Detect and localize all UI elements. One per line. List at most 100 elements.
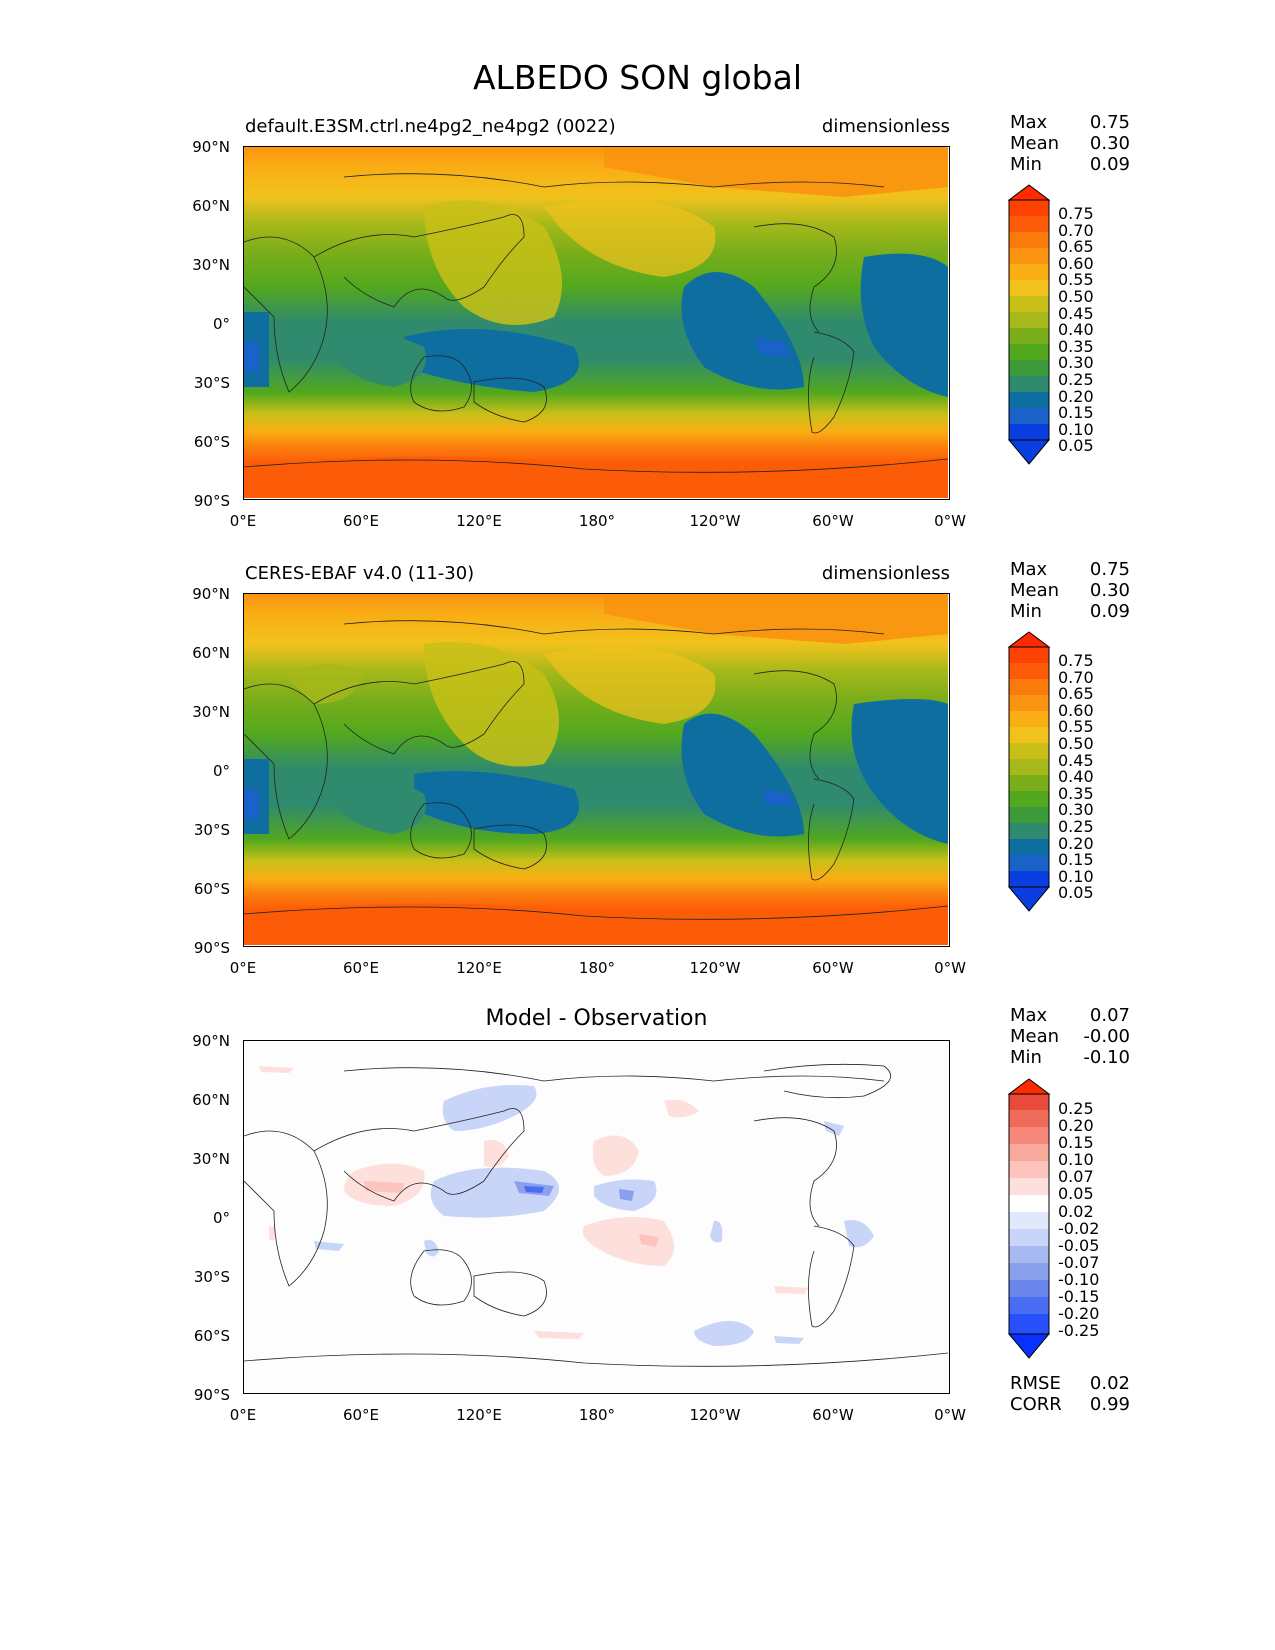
- panel2-ytick-30S: 30°S: [193, 821, 230, 839]
- panel2-min-label: Min: [1010, 601, 1042, 622]
- panel2-xtick-0W: 0°W: [934, 959, 966, 977]
- cbar3-tick: -0.05: [1058, 1235, 1100, 1255]
- cbar2-tick: 0.40: [1058, 767, 1094, 787]
- panel2-ytick-60S: 60°S: [193, 880, 230, 898]
- panel3-xtick-180: 180°: [578, 1406, 616, 1424]
- panel1-ytick-60S: 60°S: [193, 433, 230, 451]
- panel2-xtick-120E: 120°E: [456, 959, 502, 977]
- panel1-xtick-180: 180°: [578, 512, 616, 530]
- panel1-ytick-30N: 30°N: [192, 256, 230, 274]
- panel1-max-label: Max: [1010, 112, 1048, 133]
- cbar1-tick: 0.75: [1058, 204, 1094, 223]
- panel3-xtick-60E: 60°E: [342, 1406, 380, 1424]
- panel3-max-value: 0.07: [1089, 1005, 1130, 1026]
- panel3-mean-value: -0.00: [1083, 1026, 1130, 1047]
- cbar3-tick: -0.15: [1058, 1287, 1100, 1307]
- cbar2-tick: 0.20: [1058, 833, 1094, 853]
- panel3-ytick-0: 0°: [212, 1209, 230, 1227]
- panel1-ytick-90N: 90°N: [192, 138, 230, 156]
- panel2-xtick-0E: 0°E: [229, 959, 257, 977]
- cbar2-tick: 0.35: [1058, 783, 1094, 803]
- panel3-ytick-30S: 30°S: [193, 1268, 230, 1286]
- panel1-colorbar-ticks: 0.75 0.70 0.65 0.60 0.55 0.50 0.45 0.40 …: [1058, 204, 1094, 456]
- panel1-mean-value: 0.30: [1089, 133, 1130, 154]
- panel1-ytick-30S: 30°S: [193, 374, 230, 392]
- cbar2-tick: 0.60: [1058, 700, 1094, 720]
- panel3-min-value: -0.10: [1083, 1047, 1130, 1068]
- cbar1-tick: 0.15: [1058, 403, 1094, 423]
- panel1-xtick-60W: 60°W: [812, 512, 854, 530]
- cbar2-tick: 0.55: [1058, 717, 1094, 737]
- cbar3-tick: 0.07: [1058, 1167, 1094, 1187]
- panel2-xtick-180: 180°: [578, 959, 616, 977]
- panel3-ytick-60S: 60°S: [193, 1327, 230, 1345]
- panel1-ytick-0: 0°: [212, 315, 230, 333]
- panel1-mean-label: Mean: [1010, 133, 1060, 154]
- panel3-corr-value: 0.99: [1089, 1394, 1130, 1415]
- cbar2-tick: 0.75: [1058, 651, 1094, 670]
- panel3-xtick-120W: 120°W: [689, 1406, 741, 1424]
- panel1-min-label: Min: [1010, 154, 1042, 175]
- panel3-title: Model - Observation: [485, 1006, 708, 1031]
- cbar3-tick: -0.25: [1058, 1321, 1100, 1341]
- panel3-corr-label: CORR: [1010, 1394, 1062, 1415]
- cbar2-tick: 0.10: [1058, 866, 1094, 886]
- panel2-ytick-90N: 90°N: [192, 585, 230, 603]
- panel2-max-label: Max: [1010, 559, 1048, 580]
- cbar3-tick: -0.02: [1058, 1218, 1100, 1238]
- panel1-max-value: 0.75: [1089, 112, 1130, 133]
- panel2-ytick-0: 0°: [212, 762, 230, 780]
- panel1-xtick-0E: 0°E: [229, 512, 257, 530]
- panel3-xtick-0E: 0°E: [229, 1406, 257, 1424]
- panel3-ytick-90N: 90°N: [192, 1032, 230, 1050]
- panel3-rmse-value: 0.02: [1089, 1373, 1130, 1394]
- cbar2-tick: 0.15: [1058, 850, 1094, 870]
- panel1-ytick-60N: 60°N: [192, 197, 230, 215]
- panel2-ytick-30N: 30°N: [192, 703, 230, 721]
- cbar3-tick: 0.15: [1058, 1133, 1094, 1153]
- cbar3-tick: 0.05: [1058, 1184, 1094, 1204]
- panel2-left-title: CERES-EBAF v4.0 (11-30): [245, 563, 475, 584]
- panel2-field: [244, 594, 948, 945]
- panel2-max-value: 0.75: [1089, 559, 1130, 580]
- cbar2-tick: 0.45: [1058, 750, 1094, 770]
- cbar3-tick: 0.20: [1058, 1116, 1094, 1136]
- panel3-colorbar: [1008, 1078, 1051, 1359]
- cbar2-tick: 0.65: [1058, 684, 1094, 704]
- panel3-xtick-0W: 0°W: [934, 1406, 966, 1424]
- panel2-ytick-90S: 90°S: [193, 939, 230, 957]
- panel1-colorbar: [1008, 184, 1051, 465]
- cbar2-tick: 0.50: [1058, 733, 1094, 753]
- panel1-xtick-0W: 0°W: [934, 512, 966, 530]
- cbar3-tick: 0.25: [1058, 1099, 1094, 1118]
- cbar1-tick: 0.55: [1058, 270, 1094, 290]
- panel1-xtick-60E: 60°E: [342, 512, 380, 530]
- panel2-mean-value: 0.30: [1089, 580, 1130, 601]
- cbar1-tick: 0.65: [1058, 237, 1094, 257]
- panel2-min-value: 0.09: [1089, 601, 1130, 622]
- panel1-left-title: default.E3SM.ctrl.ne4pg2_ne4pg2 (0022): [245, 116, 616, 137]
- cbar2-tick: 0.30: [1058, 800, 1094, 820]
- panel3-rmse-label: RMSE: [1010, 1373, 1061, 1394]
- panel3-map: [243, 1040, 950, 1394]
- cbar2-tick: 0.25: [1058, 816, 1094, 836]
- panel3-min-label: Min: [1010, 1047, 1042, 1068]
- cbar1-tick: 0.20: [1058, 386, 1094, 406]
- cbar1-tick: 0.35: [1058, 336, 1094, 356]
- panel2-map: [243, 593, 950, 947]
- panel1-xtick-120W: 120°W: [689, 512, 741, 530]
- panel3-max-label: Max: [1010, 1005, 1048, 1026]
- panel3-xtick-120E: 120°E: [456, 1406, 502, 1424]
- cbar3-tick: -0.20: [1058, 1304, 1100, 1324]
- cbar1-tick: 0.10: [1058, 419, 1094, 439]
- panel2-colorbar: [1008, 631, 1051, 912]
- panel1-units: dimensionless: [821, 116, 950, 137]
- cbar1-tick: 0.50: [1058, 286, 1094, 306]
- cbar1-tick: 0.05: [1058, 436, 1094, 456]
- figure-title: ALBEDO SON global: [472, 58, 803, 97]
- cbar3-tick: -0.10: [1058, 1269, 1100, 1289]
- panel3-field: [244, 1041, 948, 1392]
- panel2-colorbar-ticks: 0.75 0.70 0.65 0.60 0.55 0.50 0.45 0.40 …: [1058, 651, 1094, 902]
- panel3-mean-label: Mean: [1010, 1026, 1060, 1047]
- panel2-mean-label: Mean: [1010, 580, 1060, 601]
